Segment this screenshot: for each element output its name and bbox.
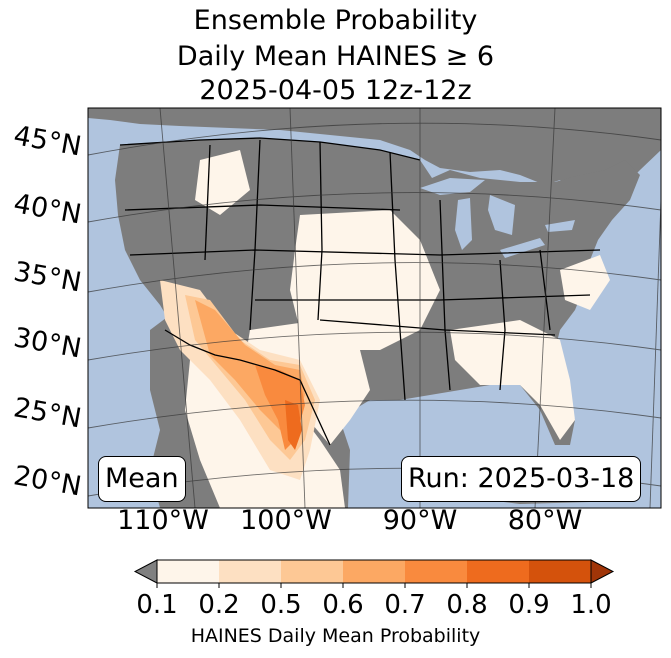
colorbar-segment <box>281 560 343 583</box>
lake-ontario <box>545 220 575 232</box>
state-line-1 <box>204 144 211 261</box>
colorbar-segment <box>529 560 591 583</box>
state-line-10 <box>255 294 591 301</box>
title-line-3: 2025-04-05 12z-12z <box>199 75 472 106</box>
parallel-35n <box>88 262 661 293</box>
map-frame <box>87 107 662 509</box>
run-date-box: Run: 2025-03-18 <box>401 456 642 502</box>
meridian-100w <box>289 108 306 508</box>
cbar-tick-7: 1.0 <box>570 590 612 620</box>
great-lakes <box>420 178 575 258</box>
cbar-tick-6: 0.9 <box>508 590 550 620</box>
state-line-4 <box>389 151 406 401</box>
parallel-45n <box>88 122 661 156</box>
state-line-8 <box>124 204 401 211</box>
prob-region-southeast <box>450 320 575 440</box>
colorbar-over-arrow <box>590 559 615 584</box>
map-area <box>88 108 661 508</box>
colorbar-under-arrow <box>133 559 158 584</box>
lake-superior <box>420 178 485 195</box>
cbar-tick-5: 0.8 <box>446 590 488 620</box>
colorbar-segment <box>343 560 405 583</box>
cbar-tick-2: 0.5 <box>260 590 302 620</box>
lon-label-110w: 110°W <box>117 505 209 536</box>
mean-box: Mean <box>98 456 186 502</box>
canada-landmass <box>88 108 661 210</box>
cbar-tick-3: 0.6 <box>322 590 364 620</box>
prob-region-east <box>560 255 610 310</box>
parallel-30n <box>88 331 661 361</box>
prob-region-max <box>285 400 302 450</box>
cbar-tick-4: 0.7 <box>384 590 426 620</box>
lake-michigan <box>455 198 472 250</box>
probability-field <box>160 150 610 508</box>
cbar-tick-0: 0.1 <box>136 590 178 620</box>
colorbar <box>133 559 615 588</box>
lon-label-80w: 80°W <box>507 505 583 536</box>
state-line-9 <box>129 249 601 256</box>
lon-label-90w: 90°W <box>382 505 458 536</box>
lon-label-100w: 100°W <box>240 505 332 536</box>
colorbar-segment <box>219 560 281 583</box>
title-line-2: Daily Mean HAINES ≥ 6 <box>176 41 495 72</box>
colorbar-frame <box>156 559 592 584</box>
parallel-40n <box>88 192 661 223</box>
state-line-3 <box>317 141 323 321</box>
meridian-80w <box>534 108 556 508</box>
us-canada-border <box>119 137 421 161</box>
parallel-25n <box>88 399 661 429</box>
title-line-1: Ensemble Probability <box>193 5 478 36</box>
colorbar-segment <box>157 560 219 583</box>
meridian-70w <box>649 199 661 508</box>
prob-region-plains <box>290 210 440 350</box>
colorbar-segment <box>405 560 467 583</box>
borders <box>119 137 601 446</box>
meridian-110w <box>159 108 196 508</box>
colorbar-label: HAINES Daily Mean Probability <box>190 625 481 647</box>
state-line-6 <box>499 259 506 391</box>
cbar-tick-1: 0.2 <box>198 590 240 620</box>
lake-huron <box>488 195 515 235</box>
colorbar-segment <box>467 560 529 583</box>
state-line-11 <box>319 319 556 336</box>
state-line-7 <box>539 249 551 331</box>
